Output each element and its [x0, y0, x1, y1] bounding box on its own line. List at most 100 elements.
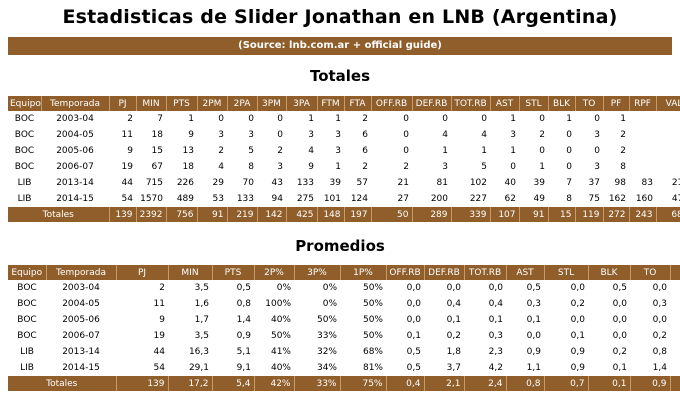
column-header: PF	[670, 265, 680, 280]
totals-cell: 15	[548, 207, 576, 222]
totals-cell: 142	[257, 207, 287, 222]
table-cell: 2014-15	[56, 194, 94, 204]
totals-cell: 148	[317, 207, 345, 222]
totals-label: Totales	[8, 207, 110, 222]
table-cell: 0,0	[406, 299, 421, 309]
table-cell: 40	[504, 178, 516, 188]
column-header: MIN	[168, 265, 213, 280]
column-header: PF	[603, 96, 630, 111]
table-cell: 0,3	[652, 299, 667, 309]
table-cell: 0	[566, 146, 572, 156]
table-cell: 1	[335, 162, 341, 172]
totals-cell: 139	[116, 376, 169, 391]
totals-cell: 50	[371, 207, 413, 222]
column-header: Equipo	[8, 96, 42, 111]
table-cell: 0,2	[570, 299, 585, 309]
table-cell: 32%	[316, 347, 337, 357]
table-cell: 0,5	[236, 283, 251, 293]
table-cell: 1,8	[446, 347, 461, 357]
column-header: 3PA	[286, 96, 318, 111]
table-cell: 37	[588, 178, 600, 188]
table-cell: 41%	[270, 347, 291, 357]
column-header: 3PM	[257, 96, 287, 111]
table-cell: 49	[533, 194, 545, 204]
table-cell: 100%	[265, 299, 291, 309]
table-cell: 54	[121, 194, 133, 204]
promedios-heading: Promedios	[295, 237, 385, 255]
table-cell: 9	[127, 146, 133, 156]
table-cell: 11	[121, 130, 133, 140]
table-cell: 0,0	[526, 331, 541, 341]
table-cell: 0	[248, 114, 254, 124]
table-cell: 7	[157, 114, 163, 124]
column-header: OFF.RB	[386, 265, 425, 280]
table-cell: 0,1	[406, 331, 421, 341]
column-header: BLK	[588, 265, 631, 280]
promedios-table: Equipo Temporada PJ MIN PTS 2P% 3P% 1P% OFF.RB DE…	[8, 265, 680, 391]
totals-cell: 33%	[294, 376, 341, 391]
table-cell: 0,2	[670, 312, 680, 328]
table-cell: 200	[430, 194, 448, 204]
table-cell: 0,0	[570, 283, 585, 293]
table-cell: 2003-04	[62, 283, 100, 293]
table-cell: 1	[442, 146, 448, 156]
column-header: AST	[490, 96, 520, 111]
table-cell: 18	[182, 162, 194, 172]
table-cell: 1,7	[194, 315, 209, 325]
table-cell: BOC	[14, 130, 35, 140]
table-cell: 83	[641, 178, 653, 188]
column-header: TOT.RB	[451, 96, 491, 111]
table-cell: 0,1	[488, 315, 503, 325]
table-cell: 0,2	[612, 347, 627, 357]
table-cell: 2004-05	[62, 299, 100, 309]
totals-cell: 0,8	[506, 376, 545, 391]
table-cell: 29	[212, 178, 224, 188]
table-cell: 19	[153, 331, 165, 341]
table-cell	[656, 143, 680, 159]
table-cell: 133	[236, 194, 254, 204]
table-cell: 2014-15	[62, 363, 100, 373]
table-cell: 0	[594, 114, 600, 124]
table-cell: 0%	[276, 283, 291, 293]
table-cell: 0,0	[652, 283, 667, 293]
table-cell: 489	[176, 194, 194, 204]
table-cell: 13	[182, 146, 194, 156]
table-cell: 7	[566, 178, 572, 188]
totals-cell: 91	[519, 207, 549, 222]
table-cell: 8	[620, 162, 626, 172]
table-cell: BOC	[17, 299, 37, 309]
table-cell: BOC	[14, 162, 35, 172]
table-cell: 8	[566, 194, 572, 204]
table-cell: 0,0	[488, 283, 503, 293]
table-row: LIB 2013-14 44 16,3 5,1 41% 32% 68% 0,5 1,8 2,3 0,9…	[8, 344, 680, 360]
table-cell: 5	[248, 146, 254, 156]
totals-cell: 289	[412, 207, 452, 222]
table-cell: 0,0	[612, 299, 627, 309]
table-cell: 0	[442, 114, 448, 124]
table-cell: BOC	[17, 315, 37, 325]
table-cell: 2004-05	[56, 130, 94, 140]
table-cell: 70	[242, 178, 254, 188]
table-cell: 40%	[270, 363, 291, 373]
table-cell: 75	[588, 194, 600, 204]
table-cell: 3	[335, 146, 341, 156]
table-cell: 0,5	[526, 283, 541, 293]
totals-cell: 687	[656, 207, 680, 222]
column-header: PTS	[166, 96, 198, 111]
table-cell: 2	[218, 146, 224, 156]
table-row: BOC 2006-07 19 3,5 0,9 50% 33% 50% 0,1 0,2 0,3 0,0 0…	[8, 328, 680, 344]
table-cell: 40%	[270, 315, 291, 325]
table-row: BOC 2005-06 9 1,7 1,4 40% 50% 50% 0,0 0,1 0,1 0,1 0,…	[8, 312, 680, 328]
table-cell: 101	[323, 194, 341, 204]
table-cell: 0,5	[406, 363, 421, 373]
totals-cell: 42%	[254, 376, 295, 391]
table-row: BOC 2003-04 2 7 1 0 0 0 1 1 2 0 0 0 1 0 1 0 1	[8, 111, 680, 127]
totals-cell: 272	[603, 207, 630, 222]
table-cell: 3	[248, 130, 254, 140]
totales-body: BOC 2003-04 2 7 1 0 0 0 1 1 2 0 0 0 1 0 1 0 1 BOC 2004-05 11 1…	[8, 111, 680, 222]
table-cell: 39	[533, 178, 545, 188]
table-cell: 94	[271, 194, 283, 204]
table-cell: 0,1	[570, 331, 585, 341]
table-row: LIB 2014-15 54 1570 489 53 133 94 275 101 124 27 200…	[8, 191, 680, 207]
table-cell: 2	[362, 114, 368, 124]
